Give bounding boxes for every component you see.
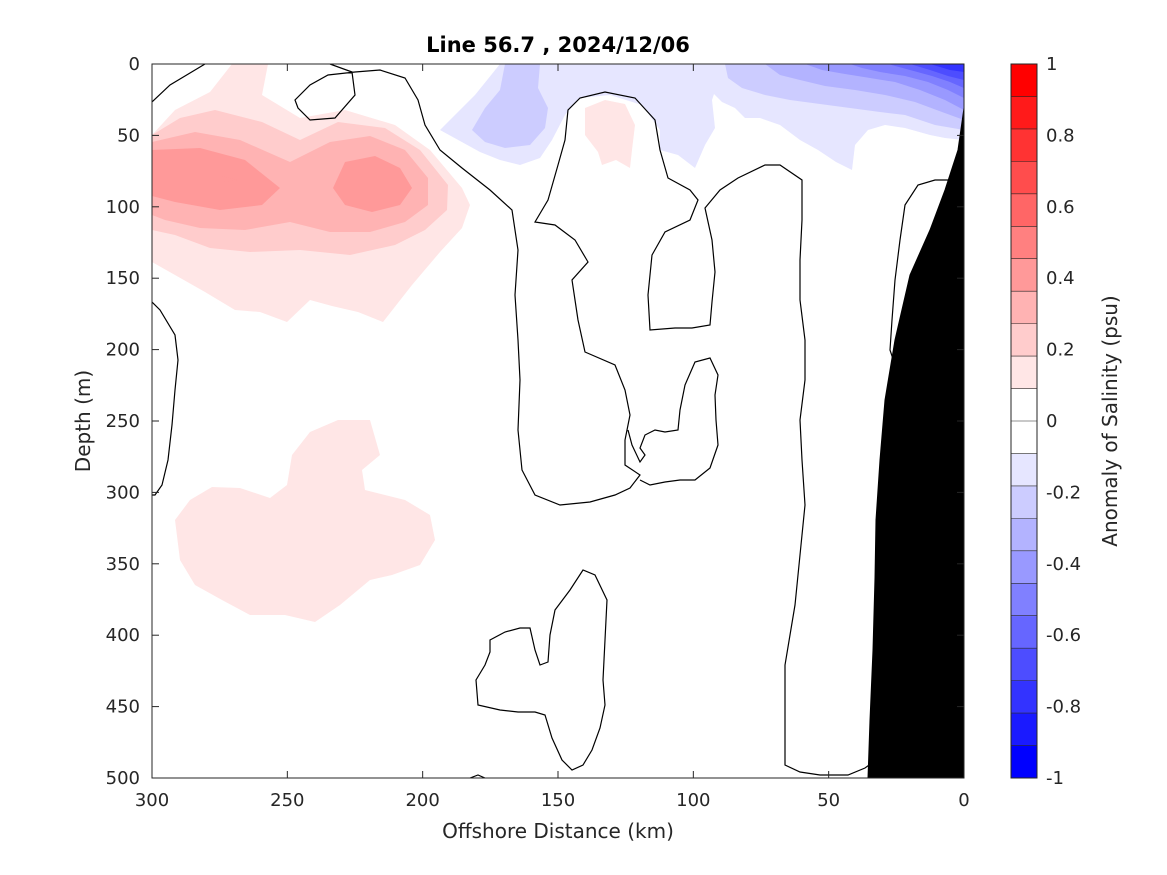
x-tick-label: 250: [270, 790, 304, 811]
colorbar-swatch: [1011, 356, 1037, 389]
y-axis: 0 50 100 150 200 250 300 350 400 450 500: [106, 54, 964, 789]
contour-line: [152, 64, 206, 103]
x-tick-label: 200: [405, 790, 439, 811]
colorbar-tick-label: 0.8: [1046, 125, 1075, 146]
x-axis-label: Offshore Distance (km): [442, 819, 674, 843]
colorbar-swatch: [1011, 323, 1037, 357]
contour-fill-pos-0.4: [152, 148, 412, 212]
y-axis-label: Depth (m): [71, 370, 95, 472]
colorbar-tick-label: 0: [1046, 411, 1057, 432]
y-tick-label: 450: [106, 697, 140, 718]
x-tick-label: 150: [541, 790, 575, 811]
bathymetry-mask: [867, 107, 964, 778]
colorbar-swatch: [1011, 648, 1037, 682]
colorbar-swatch: [1011, 421, 1037, 454]
colorbar-tick-label: -1: [1046, 768, 1064, 789]
chart-title: Line 56.7 , 2024/12/06: [426, 33, 690, 57]
colorbar-label: Anomaly of Salinity (psu): [1098, 295, 1122, 546]
x-axis: 300 250 200 150 100 50 0: [135, 64, 970, 811]
colorbar-tick-label: 0.2: [1046, 340, 1075, 361]
y-tick-label: 200: [106, 340, 140, 361]
y-tick-label: 100: [106, 197, 140, 218]
contour-line: [627, 357, 719, 486]
colorbar-swatch: [1011, 128, 1037, 162]
colorbar-tick-label: -0.6: [1046, 625, 1081, 646]
colorbar-swatch: [1011, 745, 1037, 779]
y-tick-label: 50: [117, 125, 140, 146]
y-tick-label: 500: [106, 768, 140, 789]
colorbar-swatch: [1011, 64, 1037, 97]
colorbar-swatch: [1011, 518, 1037, 552]
contour-fill-pos-patch: [585, 100, 635, 168]
colorbar-swatch: [1011, 226, 1037, 260]
contour-line: [152, 301, 179, 496]
y-tick-label: 150: [106, 268, 140, 289]
colorbar-swatch: [1011, 96, 1037, 130]
zero-contour-lines: [152, 64, 952, 778]
colorbar-tick-label: -0.2: [1046, 482, 1081, 503]
colorbar-swatch: [1011, 291, 1037, 325]
y-tick-label: 350: [106, 554, 140, 575]
colorbar-tick-label: -0.4: [1046, 554, 1081, 575]
colorbar-tick-label: 0.4: [1046, 268, 1075, 289]
y-tick-label: 400: [106, 625, 140, 646]
colorbar-tick-label: -0.8: [1046, 697, 1081, 718]
colorbar-swatch: [1011, 615, 1037, 649]
contour-line: [469, 774, 486, 778]
y-tick-label: 250: [106, 411, 140, 432]
colorbar: 1 0.8 0.6 0.4 0.2 0 -0.2 -0.4 -0.6 -0.8 -1: [1010, 54, 1081, 789]
colorbar-tick-label: 1: [1046, 54, 1057, 75]
colorbar-swatch: [1011, 388, 1037, 422]
colorbar-tick-label: 0.6: [1046, 197, 1075, 218]
colorbar-swatch: [1011, 485, 1037, 519]
x-tick-label: 0: [958, 790, 969, 811]
y-tick-label: 0: [129, 54, 140, 75]
contour-fill-pos-0.5: [205, 176, 238, 182]
contour-line: [475, 569, 608, 771]
colorbar-swatch: [1011, 550, 1037, 584]
colorbar-swatch: [1011, 680, 1037, 714]
contour-fill-layer: [152, 64, 964, 622]
contour-line: [889, 179, 952, 366]
contour-line: [294, 64, 877, 776]
colorbar-swatch: [1011, 453, 1037, 487]
y-tick-label: 300: [106, 482, 140, 503]
plot-area: 300 250 200 150 100 50 0 050100150200250300350…: [106, 54, 970, 811]
x-tick-label: 300: [135, 790, 169, 811]
colorbar-swatch: [1011, 258, 1037, 292]
x-tick-label: 50: [817, 790, 840, 811]
contour-fill-neg-offshore-0.2: [472, 64, 548, 148]
contour-fill-neg-near-0.8: [930, 64, 964, 72]
colorbar-swatch: [1011, 193, 1037, 227]
contour-fill-pos-deep: [175, 420, 435, 622]
colorbar-swatch: [1011, 713, 1037, 746]
colorbar-swatch: [1011, 583, 1037, 617]
x-tick-label: 100: [676, 790, 710, 811]
colorbar-swatch: [1011, 161, 1037, 195]
